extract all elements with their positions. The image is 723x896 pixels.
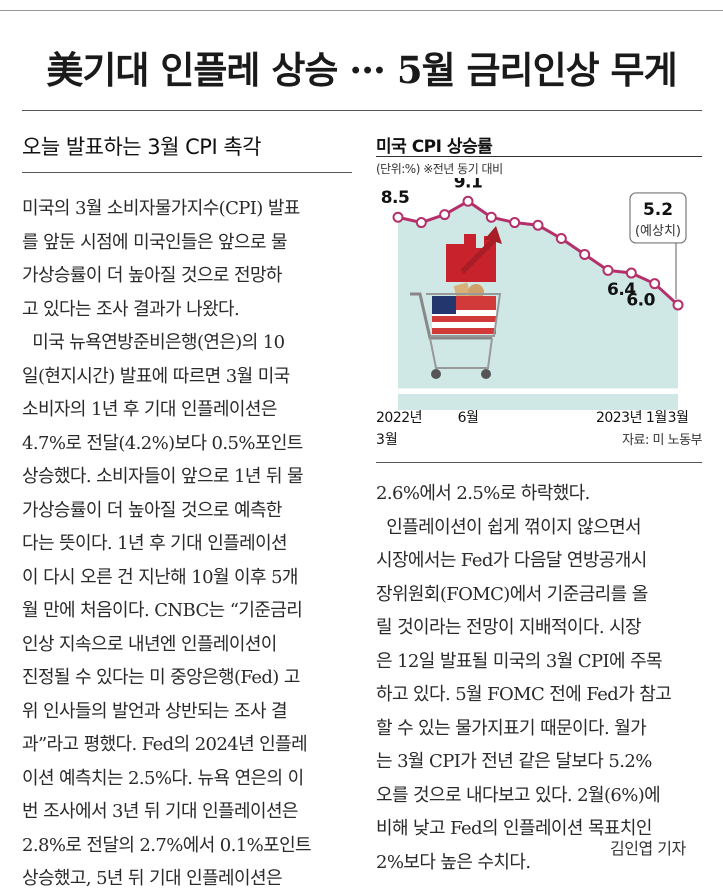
cpi-data-point bbox=[532, 219, 544, 231]
article-line: 를 앞둔 시점에 미국인들은 앞으로 물 bbox=[22, 231, 288, 253]
forecast-note-label: (예상치) bbox=[635, 224, 681, 239]
article-line: 위 인사들의 발언과 상반되는 조사 결 bbox=[22, 700, 288, 722]
data-label: 9.1 bbox=[454, 178, 483, 192]
article-line: 하고 있다. 5월 FOMC 전에 Fed가 참고 bbox=[376, 684, 672, 705]
cpi-data-point bbox=[649, 278, 661, 290]
article-line: 번 조사에서 3년 뒤 기대 인플레이션은 bbox=[22, 801, 298, 822]
byline: 김인엽 기자 bbox=[610, 839, 686, 858]
article-line: 이 다시 오른 건 지난해 10월 이후 5개 bbox=[22, 566, 298, 588]
article-line: 2.8%로 전달의 2.7%에서 0.1%포인트 bbox=[22, 834, 312, 856]
article-line: 오를 것으로 내다보고 있다. 2월(6%)에 bbox=[376, 784, 661, 806]
article-line: 2%보다 높은 수치다. bbox=[376, 851, 531, 873]
flag-stripe-icon bbox=[432, 322, 496, 328]
shopping-cart-illustration bbox=[410, 226, 502, 379]
cpi-data-point bbox=[555, 233, 567, 244]
chart-base-band bbox=[398, 394, 678, 410]
cart-wheel-icon bbox=[481, 369, 491, 379]
data-label: 8.5 bbox=[381, 188, 410, 208]
article-line: 시장에서는 Fed가 다음달 연방공개시 bbox=[376, 550, 647, 571]
cpi-data-point bbox=[439, 209, 451, 221]
article-line: 다는 뜻이다. 1년 후 기대 인플레이션 bbox=[22, 533, 288, 554]
cart-frame-icon bbox=[410, 292, 492, 340]
article-line: 비해 낮고 Fed의 인플레이션 목표치인 bbox=[376, 818, 652, 839]
forecast-value-label: 5.2 bbox=[643, 200, 673, 220]
article-line: 장위원회(FOMC)에서 기준금리를 올 bbox=[376, 583, 648, 605]
x-tick-label: 6월 bbox=[458, 410, 479, 426]
article-line: 진정될 수 있다는 미 중앙은행(Fed) 고 bbox=[22, 667, 300, 688]
article-line: 월 만에 처음이다. CNBC는 “기준금리 bbox=[22, 600, 303, 621]
article-line: 은 12일 발표될 미국의 3월 CPI에 주목 bbox=[376, 650, 663, 672]
cpi-data-point bbox=[485, 211, 497, 223]
cpi-data-point bbox=[672, 299, 684, 311]
article-line: 상승했다. 소비자들이 앞으로 1년 뒤 물 bbox=[22, 466, 304, 487]
forecast-callout-box bbox=[629, 192, 687, 244]
cart-lower-frame-icon bbox=[429, 337, 493, 369]
article-line: 소비자의 1년 후 기대 인플레이션은 bbox=[22, 399, 277, 420]
headline-rule bbox=[22, 110, 702, 111]
chart-unit-note: (단위:%) ※전년 동기 대비 bbox=[376, 162, 503, 176]
cpi-data-point bbox=[462, 195, 474, 207]
article-line: 상승했고, 5년 뒤 기대 인플레이션은 bbox=[22, 868, 283, 889]
article-line: 2.6%에서 2.5%로 하락했다. bbox=[376, 483, 590, 504]
chart-bottom-rule bbox=[376, 462, 702, 463]
cpi-data-point bbox=[602, 264, 614, 276]
chart-title-rule bbox=[376, 156, 702, 157]
flag-stripe-icon bbox=[432, 316, 496, 322]
article-line: 4.7%로 전달(4.2%)보다 0.5%포인트 bbox=[22, 432, 303, 454]
x-tick-label: 3월 bbox=[376, 432, 398, 448]
chart-title: 미국 CPI 상승률 bbox=[376, 137, 493, 157]
data-label: 6.4 bbox=[607, 280, 636, 300]
cpi-data-point bbox=[625, 267, 637, 279]
x-tick-label: 2022년 bbox=[376, 410, 422, 426]
cpi-data-point bbox=[509, 217, 521, 229]
article-line: 일(현지시간) 발표에 따르면 3월 미국 bbox=[22, 365, 290, 387]
chart-source: 자료: 미 노동부 bbox=[622, 433, 702, 448]
article-line: 가상승률이 더 높아질 것으로 예측한 bbox=[22, 499, 282, 521]
flag-stars-icon bbox=[432, 296, 456, 314]
article-line: 인플레이션이 쉽게 꺾이지 않으면서 bbox=[376, 516, 642, 538]
article-line: 할 수 있는 물가지표기 때문이다. 월가 bbox=[376, 717, 647, 739]
price-bars-icon bbox=[446, 234, 496, 282]
top-rule bbox=[0, 10, 723, 11]
article-line: 는 3월 CPI가 전년 같은 달보다 5.2% bbox=[376, 751, 652, 772]
cpi-data-point bbox=[392, 211, 404, 223]
article-line: 릴 것이라는 전망이 지배적이다. 시장 bbox=[376, 617, 642, 638]
x-tick-label: 2023년 1월 bbox=[596, 410, 667, 426]
x-tick-label: 3월 bbox=[668, 410, 689, 426]
article-line: 과”라고 평했다. Fed의 2024년 인플레 bbox=[22, 734, 308, 755]
article-line: 가상승률이 더 높아질 것으로 전망하 bbox=[22, 265, 282, 286]
article-line: 인상 지속으로 내년엔 인플레이션이 bbox=[22, 633, 277, 655]
flag-stripe-icon bbox=[432, 328, 496, 334]
subhead: 오늘 발표하는 3월 CPI 촉각 bbox=[22, 135, 261, 159]
cart-wheel-icon bbox=[431, 369, 441, 379]
data-label: 6.0 bbox=[626, 291, 655, 311]
up-arrow-icon bbox=[460, 226, 502, 274]
cpi-data-point bbox=[579, 248, 591, 260]
article-line: 고 있다는 조사 결과가 나왔다. bbox=[22, 298, 240, 320]
cart-basket-icon bbox=[426, 293, 502, 337]
article-line: 이션 예측치는 2.5%다. 뉴욕 연은의 이 bbox=[22, 767, 304, 789]
headline: 美기대 인플레 상승 ··· 5월 금리인상 무게 bbox=[46, 48, 677, 92]
flag-stripe-icon bbox=[432, 310, 496, 316]
cpi-data-point bbox=[415, 217, 427, 229]
subhead-rule bbox=[22, 172, 352, 173]
article-line: 미국 뉴욕연방준비은행(연은)의 10 bbox=[22, 332, 285, 353]
article-line: 미국의 3월 소비자물가지수(CPI) 발표 bbox=[22, 198, 300, 219]
